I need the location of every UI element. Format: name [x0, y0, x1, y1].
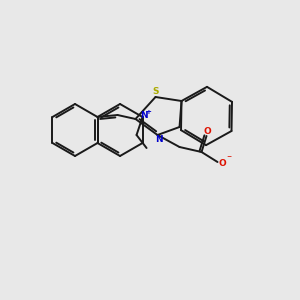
- Text: ⁻: ⁻: [226, 154, 231, 164]
- Text: +: +: [146, 109, 152, 115]
- Text: N: N: [140, 112, 147, 121]
- Text: N: N: [155, 134, 162, 143]
- Text: O: O: [219, 158, 226, 167]
- Text: S: S: [152, 88, 159, 97]
- Text: O: O: [204, 127, 212, 136]
